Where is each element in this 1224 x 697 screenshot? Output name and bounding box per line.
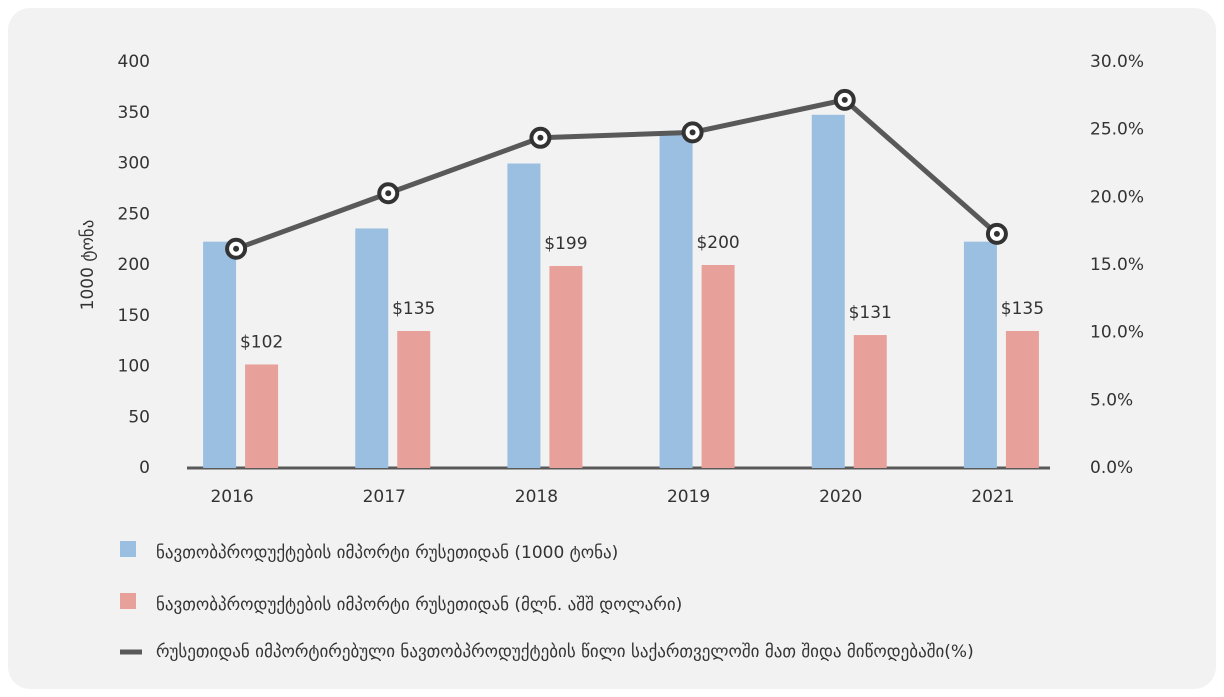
y-tick-label: 400: [118, 52, 150, 72]
bar: [811, 114, 845, 468]
x-tick-label: 2016: [210, 487, 253, 507]
y-tick-label: 200: [118, 255, 150, 275]
bar: [549, 266, 583, 468]
line-marker-dot: [841, 96, 848, 103]
legend-swatch: [120, 541, 136, 557]
line: [235, 97, 999, 252]
data-label: $131: [849, 303, 892, 323]
legend-swatch: [120, 593, 136, 609]
bar: [245, 364, 279, 468]
y-tick-label: 350: [118, 103, 150, 123]
line-marker-dot: [537, 134, 544, 141]
y-tick-label: 100: [118, 357, 150, 377]
y2-tick-label: 20.0%: [1090, 187, 1144, 207]
y-tick-label: 250: [118, 204, 150, 224]
x-tick-label: 2021: [971, 487, 1014, 507]
line-marker-dot: [233, 245, 240, 252]
y2-tick-label: 30.0%: [1090, 52, 1144, 72]
y2-tick-label: 10.0%: [1090, 323, 1144, 343]
data-label: $135: [1001, 299, 1044, 319]
bar: [1005, 330, 1039, 468]
data-label: $199: [544, 234, 587, 254]
y-tick-label: 300: [118, 154, 150, 174]
y2-tick-label: 0.0%: [1090, 458, 1133, 478]
legend-label: ნავთობპროდუქტების იმპორტი რუსეთიდან (მლნ…: [156, 595, 682, 615]
y-tick-label: 150: [118, 306, 150, 326]
y2-tick-label: 15.0%: [1090, 255, 1144, 275]
x-tick-label: 2017: [363, 487, 406, 507]
data-label: $102: [240, 332, 283, 352]
legend-label: ნავთობპროდუქტების იმპორტი რუსეთიდან (100…: [156, 543, 618, 563]
bar: [701, 265, 735, 468]
data-label: $135: [392, 299, 435, 319]
y-tick-label: 50: [128, 407, 150, 427]
bar: [963, 241, 997, 468]
data-label: $200: [696, 233, 739, 253]
legend-label: რუსეთიდან იმპორტირებული ნავთობპროდუქტები…: [156, 642, 974, 662]
bar: [203, 241, 237, 468]
line-marker-dot: [385, 190, 392, 197]
line-marker-dot: [689, 129, 696, 136]
y-axis-label: 1000 ტონა: [78, 220, 98, 311]
bar: [659, 131, 693, 468]
bar: [853, 335, 887, 468]
bar: [355, 228, 389, 468]
x-tick-label: 2019: [667, 487, 710, 507]
y-tick-label: 0: [139, 458, 150, 478]
bar: [397, 330, 431, 468]
x-tick-label: 2020: [819, 487, 862, 507]
y2-tick-label: 25.0%: [1090, 120, 1144, 140]
y2-tick-label: 5.0%: [1090, 390, 1133, 410]
x-tick-label: 2018: [515, 487, 558, 507]
bar: [507, 163, 541, 468]
line-marker-dot: [993, 230, 1000, 237]
